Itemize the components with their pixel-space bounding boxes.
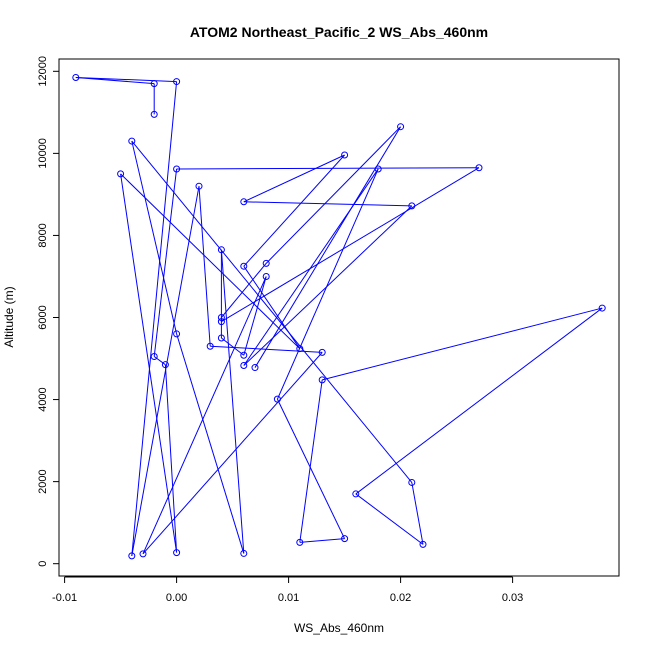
y-tick-label: 2000 [37,469,49,493]
series-segment [221,167,480,323]
data-point [240,198,248,206]
x-tick-label: 0.03 [502,592,523,604]
data-point [150,80,158,88]
data-point [139,550,147,558]
series-segment [276,168,379,400]
series-segment [131,140,178,335]
series-segment [131,140,413,483]
data-point [217,314,225,321]
series-segment [243,154,345,203]
y-tick-label: 6000 [37,305,49,329]
series-segment [220,249,245,554]
data-point [262,272,270,280]
data-point [161,361,169,369]
data-point [240,549,248,557]
data-point [217,246,225,254]
y-tick-label: 8000 [37,223,49,247]
data-point [318,376,326,384]
series-segment [153,168,178,357]
data-point [352,490,360,498]
data-point [341,151,349,159]
series-segment [131,81,178,556]
series-segment [276,398,346,539]
series-segment [411,482,424,545]
series-segment [243,168,379,366]
data-point [128,137,136,145]
series-segment [142,276,267,555]
series-segment [221,263,267,318]
series-segment [322,307,603,381]
data-point [150,352,158,360]
series-segment [243,276,267,356]
data-point [262,259,270,267]
data-point [173,165,181,173]
data-point [150,110,158,118]
chart-title: ATOM2 Northeast_Pacific_2 WS_Abs_460nm [190,24,488,40]
data-point [251,364,259,372]
y-axis: 0 2000 4000 6000 8000 10000 12000 [37,56,60,567]
series-segment [120,173,301,350]
data-point [72,73,80,81]
data-point [318,348,326,356]
y-tick-label: 0 [37,561,49,567]
data-point [397,123,405,131]
series-segment [355,493,424,545]
x-tick-label: 0.01 [278,592,299,604]
series-segment [243,201,412,207]
series-segment [265,126,401,264]
data-point [408,478,416,486]
series-segment [299,538,345,543]
series-segment [120,173,178,553]
data-point [173,330,181,338]
series-segment [243,265,301,349]
data-series [72,73,606,560]
x-axis-label: WS_Abs_460nm [294,621,384,635]
series-segment [75,76,177,83]
data-point [128,552,136,560]
data-point [217,318,225,326]
x-tick-label: 0.00 [166,592,187,604]
data-point [419,540,427,548]
series-segment [153,356,166,366]
series-segment [176,333,245,554]
series-segment [221,337,245,356]
data-point [195,182,203,190]
series-segment [243,154,345,267]
y-axis-label: Altitude (m) [2,286,16,347]
series-segment [142,352,323,555]
data-point [296,345,304,353]
data-point [240,351,248,359]
data-point [374,165,382,173]
data-point [173,78,181,86]
data-point [206,342,214,350]
y-tick-label: 10000 [37,138,49,169]
data-point [273,395,281,403]
series-segment [299,379,323,543]
data-point [341,535,349,543]
data-point [240,262,248,270]
data-point [296,538,304,546]
data-point [240,362,248,370]
series-segment [198,186,211,347]
series-segment [243,205,413,366]
series-segment [355,307,603,495]
x-axis: -0.01 0.00 0.01 0.02 0.03 [52,576,523,604]
x-tick-label: 0.02 [390,592,411,604]
data-point [475,164,483,172]
x-tick-label: -0.01 [52,592,77,604]
data-point [173,549,181,557]
data-point [217,334,225,342]
series-segment [164,364,178,553]
plot-frame [58,58,620,577]
data-point [117,170,125,178]
data-point [598,304,606,312]
y-tick-label: 4000 [37,387,49,411]
y-tick-label: 12000 [37,56,49,87]
data-point [408,202,416,210]
series-segment [176,167,480,170]
